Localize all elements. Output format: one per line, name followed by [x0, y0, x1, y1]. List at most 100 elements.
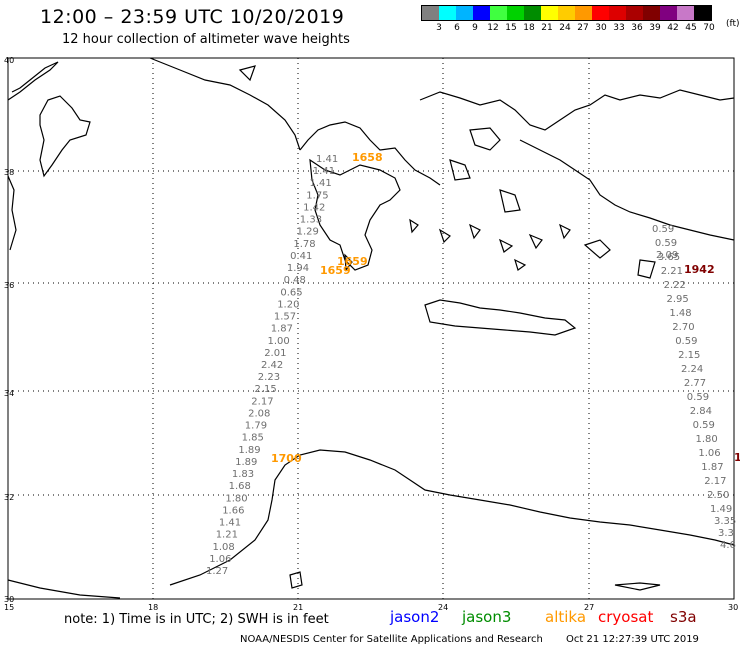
wave-height-value: 1.94 [287, 263, 309, 274]
wave-height-value: 2.17 [704, 476, 726, 487]
wave-height-value: 1.66 [222, 505, 244, 516]
color-scale-bar [421, 5, 712, 21]
longitude-label: 18 [148, 603, 159, 612]
wave-height-value: 2.42 [261, 360, 283, 371]
scale-swatch [439, 6, 456, 20]
scale-label: 42 [667, 23, 679, 33]
scale-swatch [575, 6, 592, 20]
longitude-label: 30 [728, 603, 739, 612]
wave-height-value: 1.75 [306, 190, 328, 201]
wave-height-value: 1.33 [300, 215, 322, 226]
wave-height-value: 1.06 [698, 448, 720, 459]
scale-swatch [609, 6, 626, 20]
latitude-label: 38 [4, 168, 15, 177]
jason3-value: 2.09 [656, 250, 678, 261]
wave-height-value: 1.20 [277, 299, 299, 310]
scale-label: 9 [472, 23, 478, 33]
wave-height-value: 2.21 [661, 266, 683, 277]
wave-height-value: 1.87 [701, 462, 723, 473]
generation-timestamp: Oct 21 12:27:39 UTC 2019 [566, 634, 699, 645]
wave-height-value: 2.95 [667, 294, 689, 305]
scale-swatch [677, 6, 694, 20]
latitude-label: 30 [4, 595, 15, 604]
wave-height-value: 0.59 [652, 224, 674, 235]
time-mark: 1942 [684, 263, 715, 276]
longitude-label: 27 [584, 603, 595, 612]
time-mark: 1658 [352, 151, 383, 164]
longitude-label: 24 [438, 603, 449, 612]
wave-height-value: 1.41 [310, 178, 332, 189]
map-frame [7, 57, 735, 600]
wave-height-value: 1.80 [225, 493, 247, 504]
wave-height-value: 1.48 [669, 308, 691, 319]
colored-track-values: 2.09 3.353.34.6 [656, 250, 736, 551]
wave-height-value: 1.80 [696, 434, 718, 445]
scale-label: 27 [577, 23, 589, 33]
scale-label: 39 [649, 23, 661, 33]
scale-swatch [541, 6, 558, 20]
wave-height-value: 1.85 [242, 433, 264, 444]
wave-height-value: 1.06 [209, 554, 231, 565]
scale-swatch [592, 6, 609, 20]
wave-height-value: 1.41 [313, 166, 335, 177]
scale-label: 30 [595, 23, 607, 33]
wave-height-value: 1.79 [245, 421, 267, 432]
red-value: 4.6 [720, 540, 736, 551]
longitude-label: 21 [293, 603, 304, 612]
wave-height-value: 0.59 [687, 392, 709, 403]
scale-swatch [626, 6, 643, 20]
wave-height-value: 2.17 [251, 396, 273, 407]
wave-height-value: 0.59 [675, 336, 697, 347]
latitude-label: 36 [4, 281, 15, 290]
wave-height-value: 2.01 [264, 348, 286, 359]
wave-height-value: 1.83 [232, 469, 254, 480]
latitude-label: 40 [4, 56, 15, 65]
scale-unit: (ft) [726, 19, 740, 29]
wave-height-value: 1.21 [216, 530, 238, 541]
scale-label: 18 [523, 23, 535, 33]
cyan-value: 3.3 [718, 528, 734, 539]
wave-height-value: 2.77 [684, 378, 706, 389]
wave-height-value: 2.50 [707, 490, 729, 501]
scale-label: 12 [487, 23, 499, 33]
map-title: 12:00 – 23:59 UTC 10/20/2019 [40, 6, 345, 28]
scale-label: 15 [505, 23, 517, 33]
wave-height-value: 3.65 [658, 252, 680, 263]
wave-height-value: 2.23 [258, 372, 280, 383]
graticule [8, 58, 734, 599]
scale-swatch [456, 6, 473, 20]
scale-label: 24 [559, 23, 571, 33]
scale-swatch [694, 6, 711, 20]
scale-swatch [524, 6, 541, 20]
latitude-label: 32 [4, 493, 15, 502]
wave-height-value: 1.41 [219, 518, 241, 529]
scale-label: 6 [454, 23, 460, 33]
wave-height-value: 1.68 [229, 481, 251, 492]
scale-label: 70 [703, 23, 715, 33]
wave-height-value: 2.22 [664, 280, 686, 291]
satellite-track-a: 1.411.411.411.751.421.331.291.780.411.94… [206, 154, 338, 577]
color-scale-labels: 3 6 9 12 15 18 21 24 27 30 33 36 39 42 45 70 [421, 21, 715, 35]
scale-swatch [490, 6, 507, 20]
time-mark: 1659 [320, 264, 351, 277]
wave-height-value: 1.57 [274, 312, 296, 323]
wave-height-value: 2.08 [248, 409, 270, 420]
wave-height-value: 0.65 [280, 287, 302, 298]
wave-height-value: 2.15 [678, 350, 700, 361]
wave-height-value: 2.24 [681, 364, 703, 375]
wave-height-value: 1.29 [297, 227, 319, 238]
scale-label: 36 [631, 23, 643, 33]
credit-line: NOAA/NESDIS Center for Satellite Applica… [240, 634, 543, 645]
longitude-label: 15 [4, 603, 15, 612]
wave-height-value: 0.59 [693, 420, 715, 431]
wave-height-value: 1.42 [303, 203, 325, 214]
wave-height-value: 1.87 [271, 324, 293, 335]
scale-swatch [660, 6, 677, 20]
wave-height-color-scale: 3 6 9 12 15 18 21 24 27 30 33 36 39 42 45 70 [421, 5, 715, 35]
scale-swatch [507, 6, 524, 20]
scale-swatch [473, 6, 490, 20]
wave-height-value: 0.48 [284, 275, 306, 286]
scale-swatch [422, 6, 439, 20]
